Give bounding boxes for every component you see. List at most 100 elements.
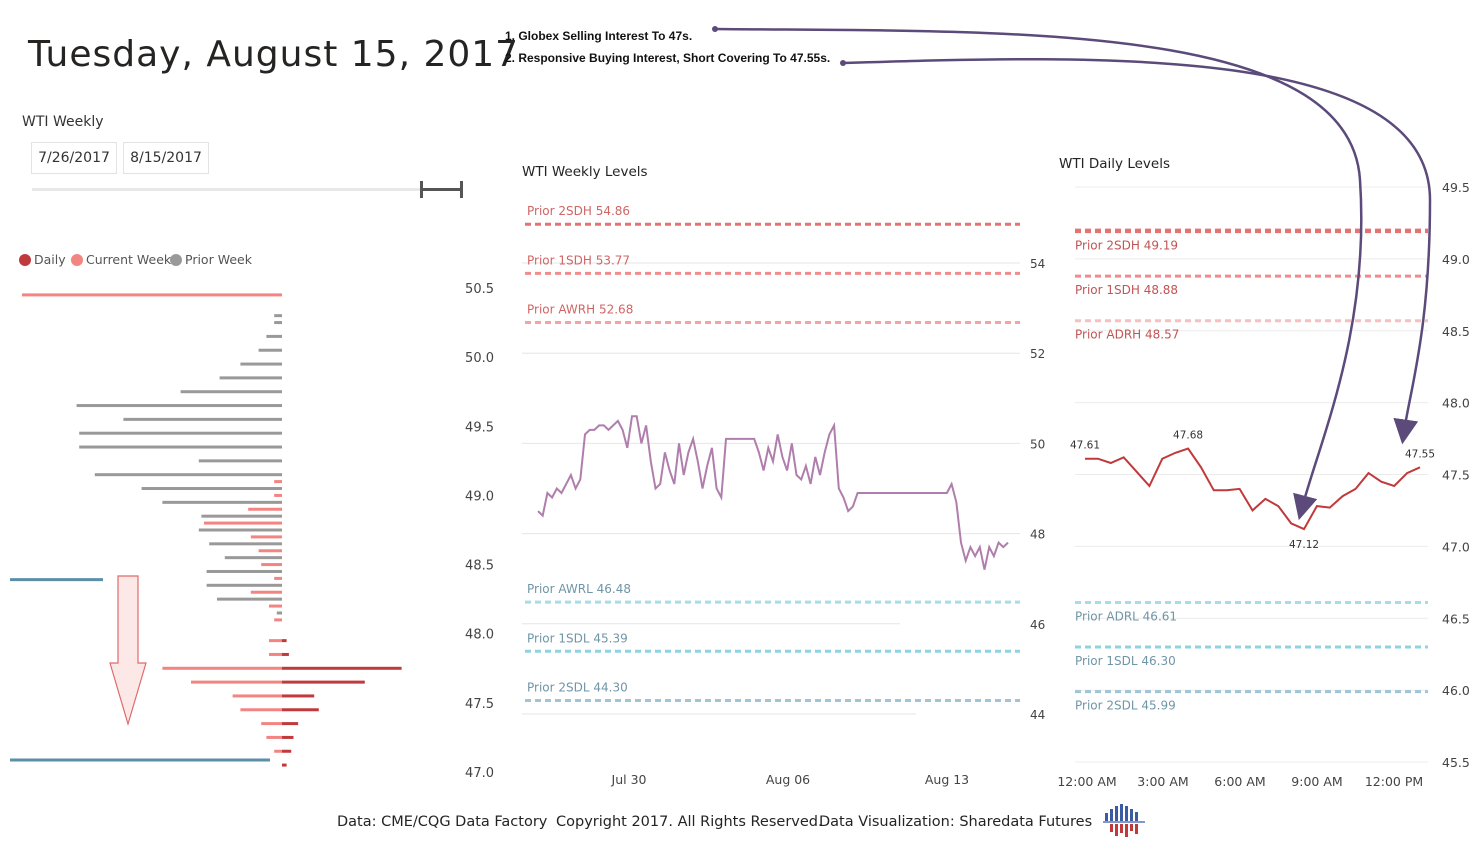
weekly-y-tick: 46	[1030, 618, 1045, 632]
vp-bar-daily	[282, 708, 319, 712]
weekly-x-tick: Aug 13	[925, 772, 969, 787]
vp-bar-prior-week	[123, 417, 283, 421]
vp-bar-prior-week	[224, 556, 282, 560]
vp-y-tick: 47.5	[465, 697, 494, 712]
vp-bar-prior-week	[240, 362, 282, 366]
end-date-input[interactable]: 8/15/2017	[123, 142, 209, 174]
vp-y-tick: 48.5	[465, 559, 494, 574]
legend-label: Current Week	[86, 252, 172, 267]
start-date-input[interactable]: 7/26/2017	[31, 142, 117, 174]
vp-bar-current-week	[261, 563, 282, 567]
weekly-level-label: Prior 1SDH 53.77	[527, 253, 630, 267]
vp-bar-current-week	[269, 639, 282, 643]
footer-credit: Data Visualization: Sharedata Futures	[819, 814, 1093, 830]
vp-bar-current-week	[204, 521, 282, 525]
vp-bar-current-week	[240, 708, 282, 712]
vp-bar-prior-week	[274, 314, 282, 318]
daily-x-tick: 12:00 PM	[1365, 774, 1423, 789]
daily-level-label: Prior 2SDL 45.99	[1075, 699, 1176, 713]
date-range-slider-track[interactable]	[32, 188, 462, 191]
footer-copyright: Copyright 2017. All Rights Reserved.	[556, 814, 823, 830]
vp-bar-daily	[282, 735, 294, 739]
daily-x-tick: 3:00 AM	[1137, 774, 1188, 789]
vp-bar-current-week	[250, 590, 282, 594]
vp-bar-current-week	[274, 749, 282, 753]
daily-data-label: 47.12	[1289, 539, 1319, 551]
vp-bar-current-week	[261, 722, 282, 726]
weekly-x-tick: Jul 30	[611, 772, 647, 787]
vp-bar-prior-week	[79, 431, 282, 435]
vp-bar-prior-week	[201, 514, 282, 518]
vp-bar-prior-week	[276, 611, 282, 615]
daily-data-label: 47.68	[1173, 430, 1203, 442]
daily-x-tick: 9:00 AM	[1291, 774, 1342, 789]
daily-price-line	[1085, 447, 1421, 531]
vp-bar-current-week	[258, 549, 282, 553]
annotation-note-1: 1. Globex Selling Interest To 47s.	[505, 29, 693, 43]
vp-bar-current-week	[274, 618, 282, 622]
vp-bar-prior-week	[206, 569, 282, 573]
vp-bar-current-week	[266, 735, 282, 739]
daily-y-tick: 48.5	[1442, 324, 1470, 339]
annotation-arrow-2	[842, 57, 1432, 445]
sharedata-logo-icon	[1103, 804, 1145, 837]
weekly-level-label: Prior 2SDL 44.30	[527, 680, 628, 694]
legend-dot-current-week	[71, 253, 83, 266]
vp-bar-prior-week	[198, 528, 282, 532]
vp-bar-current-week	[162, 666, 282, 670]
daily-level-label: Prior 1SDL 46.30	[1075, 654, 1176, 668]
vp-bar-daily	[282, 763, 287, 767]
vp-bar-prior-week	[258, 348, 282, 352]
daily-level-label: Prior ADRH 48.57	[1075, 328, 1179, 342]
daily-y-tick: 45.5	[1442, 755, 1470, 770]
legend-label: Daily	[34, 252, 66, 267]
daily-x-tick: 6:00 AM	[1214, 774, 1265, 789]
weekly-level-label: Prior 1SDL 45.39	[527, 631, 628, 645]
vp-bar-daily	[282, 749, 292, 753]
vp-y-tick: 50.0	[465, 351, 494, 366]
legend-item-daily[interactable]: Daily	[19, 252, 66, 267]
vp-bar-daily	[282, 694, 315, 698]
vp-bar-current-week	[191, 680, 282, 684]
vp-bar-current-week	[22, 293, 282, 297]
legend-item-prior-week[interactable]: Prior Week	[170, 252, 252, 267]
vp-y-tick: 47.0	[465, 766, 494, 781]
vp-bar-prior-week	[274, 321, 282, 325]
annotation-arrow-2-start	[840, 60, 846, 66]
vp-bar-daily	[282, 666, 402, 670]
vp-bar-prior-week	[217, 597, 282, 601]
weekly-y-tick: 50	[1030, 437, 1045, 451]
daily-data-label: 47.55	[1405, 448, 1435, 460]
vp-bar-daily	[282, 639, 287, 643]
daily-y-tick: 46.5	[1442, 611, 1470, 626]
vp-bar-prior-week	[76, 404, 282, 408]
vp-bar-daily	[282, 722, 299, 726]
page-title: Tuesday, August 15, 2017	[28, 34, 520, 75]
vp-bar-prior-week	[206, 583, 282, 587]
footer-source: Data: CME/CQG Data Factory	[337, 814, 548, 830]
weekly-y-tick: 48	[1030, 528, 1045, 542]
vp-y-tick: 49.0	[465, 489, 494, 504]
legend-label: Prior Week	[185, 252, 252, 267]
slicer-title: WTI Weekly	[22, 114, 104, 130]
vp-bar-daily	[282, 652, 289, 656]
weekly-y-tick: 44	[1030, 708, 1045, 722]
weekly-y-tick: 52	[1030, 347, 1045, 361]
slider-handle-end[interactable]	[460, 181, 463, 198]
annotation-arrow-1-start	[712, 26, 718, 32]
vp-bar-prior-week	[141, 487, 282, 491]
vp-bar-current-week	[232, 694, 282, 698]
daily-y-tick: 47.5	[1442, 468, 1470, 483]
daily-y-tick: 49.5	[1442, 180, 1470, 195]
annotation-note-2: 2. Responsive Buying Interest, Short Cov…	[505, 51, 831, 65]
vp-bar-current-week	[274, 493, 282, 497]
vp-bar-prior-week	[266, 334, 282, 338]
slider-handle-start[interactable]	[420, 181, 423, 198]
vp-bar-current-week	[250, 535, 282, 539]
daily-level-label: Prior ADRL 46.61	[1075, 609, 1177, 623]
vp-bar-current-week	[274, 480, 282, 484]
vp-bar-current-week	[269, 604, 282, 608]
legend-item-current-week[interactable]: Current Week	[71, 252, 171, 267]
daily-level-label: Prior 2SDH 49.19	[1075, 239, 1178, 253]
